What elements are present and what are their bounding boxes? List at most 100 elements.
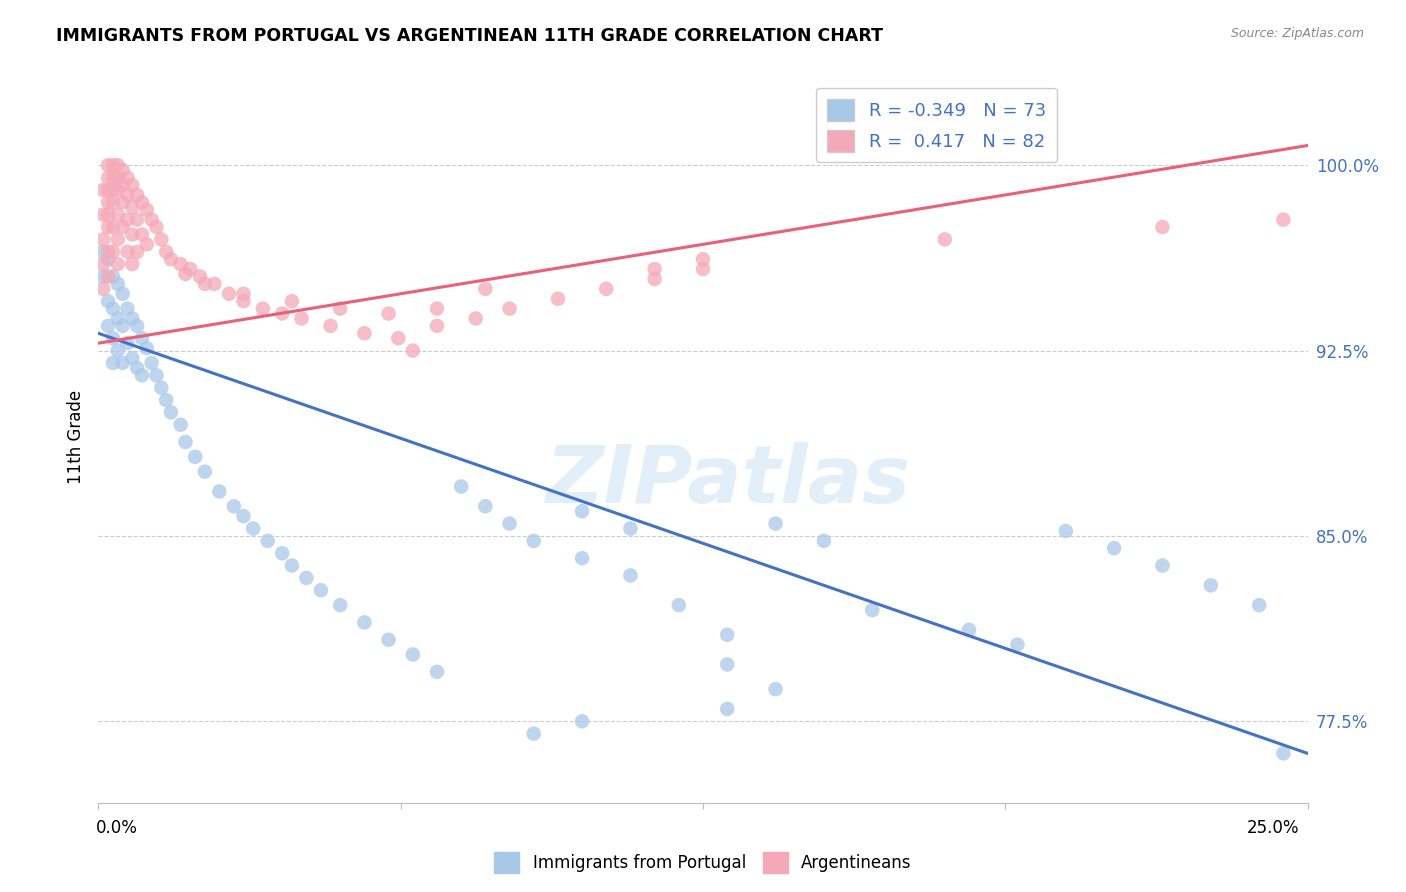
Point [169, 417, 191, 432]
Point [160, 405, 183, 419]
Point [107, 257, 129, 271]
Point [121, 311, 143, 326]
Point [117, 336, 139, 351]
Point [121, 178, 143, 192]
Point [222, 500, 245, 514]
Point [101, 170, 124, 185]
Point [160, 252, 183, 267]
Point [498, 516, 520, 531]
Point [271, 306, 294, 320]
Point [571, 714, 593, 729]
Point [464, 311, 486, 326]
Point [1054, 524, 1077, 538]
Point [117, 170, 139, 185]
Point [117, 188, 139, 202]
Point [218, 286, 240, 301]
Point [1102, 541, 1125, 556]
Point [101, 158, 124, 172]
Point [450, 479, 472, 493]
Point [131, 368, 153, 383]
Point [101, 331, 124, 345]
Point [426, 665, 449, 679]
Point [194, 277, 217, 291]
Point [97, 252, 120, 267]
Point [232, 286, 254, 301]
Point [179, 262, 201, 277]
Point [135, 202, 157, 217]
Point [117, 244, 139, 259]
Point [1007, 638, 1029, 652]
Point [595, 282, 617, 296]
Point [91, 269, 114, 284]
Point [1249, 598, 1271, 612]
Point [107, 311, 129, 326]
Point [644, 272, 666, 286]
Legend: R = -0.349   N = 73, R =  0.417   N = 82: R = -0.349 N = 73, R = 0.417 N = 82 [817, 87, 1057, 162]
Point [127, 212, 149, 227]
Point [644, 262, 666, 277]
Point [91, 232, 114, 246]
Point [402, 343, 425, 358]
Point [426, 318, 449, 333]
Point [184, 450, 207, 464]
Point [1272, 212, 1295, 227]
Point [145, 368, 167, 383]
Point [319, 318, 342, 333]
Point [619, 522, 641, 536]
Point [121, 227, 143, 242]
Point [107, 208, 129, 222]
Point [426, 301, 449, 316]
Point [117, 301, 139, 316]
Point [1152, 558, 1174, 573]
Point [813, 533, 835, 548]
Text: ZIPatlas: ZIPatlas [544, 442, 910, 520]
Point [127, 360, 149, 375]
Point [101, 183, 124, 197]
Point [91, 183, 114, 197]
Text: 0.0%: 0.0% [96, 819, 138, 837]
Point [619, 568, 641, 582]
Point [107, 158, 129, 172]
Point [97, 318, 120, 333]
Point [474, 500, 496, 514]
Point [174, 435, 197, 450]
Point [111, 178, 134, 192]
Point [547, 292, 569, 306]
Point [474, 282, 496, 296]
Point [150, 381, 173, 395]
Point [716, 702, 738, 716]
Point [295, 571, 318, 585]
Point [131, 227, 153, 242]
Point [127, 318, 149, 333]
Point [111, 286, 134, 301]
Point [281, 294, 304, 309]
Point [127, 244, 149, 259]
Point [498, 301, 520, 316]
Text: 25.0%: 25.0% [1247, 819, 1299, 837]
Point [716, 657, 738, 672]
Point [934, 232, 956, 246]
Point [309, 583, 332, 598]
Point [1199, 578, 1222, 592]
Point [169, 257, 191, 271]
Point [97, 208, 120, 222]
Point [135, 237, 157, 252]
Point [377, 306, 399, 320]
Point [97, 220, 120, 235]
Point [194, 465, 217, 479]
Point [208, 484, 231, 499]
Point [523, 726, 546, 740]
Point [111, 195, 134, 210]
Point [1152, 220, 1174, 235]
Point [668, 598, 690, 612]
Point [107, 343, 129, 358]
Point [957, 623, 980, 637]
Point [1272, 747, 1295, 761]
Point [353, 326, 375, 341]
Point [377, 632, 399, 647]
Point [329, 598, 352, 612]
Point [155, 244, 177, 259]
Point [111, 356, 134, 370]
Point [121, 200, 143, 214]
Point [101, 220, 124, 235]
